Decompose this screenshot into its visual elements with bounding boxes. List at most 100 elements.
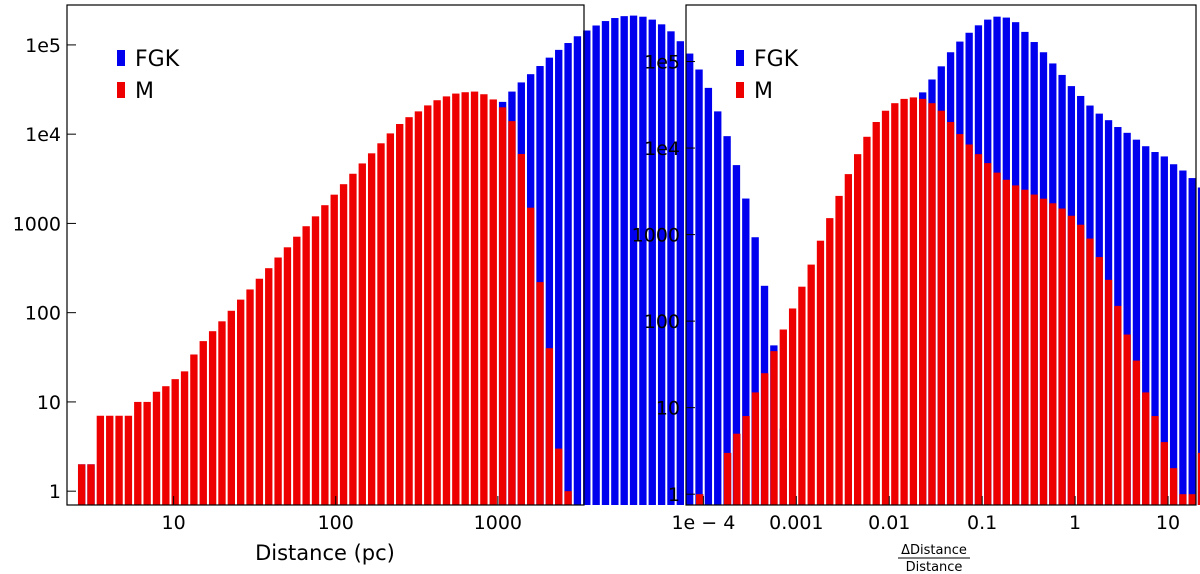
- distance-bar-m-33: [386, 133, 395, 505]
- distance-bar-m-19: [255, 278, 264, 505]
- distance-bar-fgk-57: [611, 18, 619, 505]
- x-tick-label: 0.01: [868, 512, 910, 534]
- relative-error-bar-m-52: [1179, 494, 1187, 505]
- distance-bar-m-44: [489, 99, 497, 506]
- relative-error-bar-m-15: [835, 195, 843, 505]
- legend-swatch-m: [117, 82, 125, 98]
- distance-bar-m-29: [349, 173, 357, 505]
- relative-error-bar-m-36: [1030, 194, 1038, 505]
- distance-bar-m-3: [106, 415, 114, 505]
- relative-error-bar-m-7: [761, 373, 769, 505]
- x-axis-title: Distance (pc): [255, 541, 395, 565]
- y-tick-label: 100: [25, 303, 61, 325]
- relative-error-bar-m-12: [807, 264, 815, 505]
- relative-error-bar-m-10: [788, 308, 797, 505]
- relative-error-bar-m-29: [965, 144, 973, 506]
- y-tick-label: 10: [656, 398, 680, 420]
- relative-error-bar-m-4: [733, 433, 741, 505]
- relative-error-bar-m-16: [844, 174, 852, 506]
- distance-histogram-ticks: 1 10 100 1000 1e4 1e5 10 100 1000: [13, 35, 522, 534]
- relative-error-bar-m-11: [798, 286, 806, 505]
- distance-bar-fgk-68: [714, 111, 722, 505]
- relative-error-histogram-ticks: 1 10 100 1000 1e4 1e5 1e − 4 0.001 0.01 0.1 1 10: [632, 52, 1180, 534]
- x-tick-label: 10: [162, 512, 186, 534]
- relative-error-bar-fgk-46: [1123, 132, 1131, 505]
- distance-bar-fgk-71: [742, 198, 750, 506]
- distance-bar-m-30: [358, 163, 366, 505]
- distance-bar-m-32: [377, 143, 385, 506]
- distance-bar-m-37: [424, 105, 432, 506]
- relative-error-bar-m-23: [909, 97, 918, 506]
- distance-bar-m-5: [124, 415, 133, 505]
- relative-error-bar-m-51: [1169, 468, 1178, 505]
- distance-bar-fgk-60: [639, 16, 647, 506]
- x-axis-title-numerator: ΔDistance: [901, 543, 967, 558]
- relative-error-bar-m-18: [863, 136, 871, 505]
- relative-error-bar-fgk-54: [1197, 187, 1200, 505]
- relative-error-bar-m-14: [826, 218, 834, 505]
- distance-bar-fgk-65: [686, 53, 694, 506]
- plot-frame: [685, 4, 1197, 506]
- distance-bar-m-36: [414, 111, 423, 505]
- legend-label-fgk: FGK: [135, 47, 180, 72]
- distance-bar-fgk-50: [545, 57, 554, 505]
- legend-swatch-fgk: [117, 50, 125, 66]
- relative-error-bar-m-44: [1104, 279, 1113, 505]
- distance-bar-fgk-63: [667, 31, 675, 505]
- distance-bar-m-11: [180, 371, 189, 505]
- y-tick-label: 1e5: [644, 52, 680, 74]
- distance-bar-m-18: [246, 289, 254, 505]
- distance-bar-m-49: [536, 282, 544, 505]
- x-tick-label: 0.1: [967, 512, 997, 534]
- distance-bar-fgk-52: [564, 43, 572, 506]
- distance-bar-m-39: [442, 96, 451, 505]
- distance-bar-m-52: [564, 491, 572, 505]
- relative-error-bar-m-53: [1188, 494, 1196, 505]
- distance-bar-m-12: [190, 354, 198, 505]
- distance-bar-m-14: [208, 331, 217, 505]
- x-axis-title: ΔDistance Distance: [898, 543, 970, 574]
- x-tick-label: 100: [318, 512, 354, 534]
- relative-error-bar-m-35: [1021, 189, 1029, 505]
- y-tick-label: 1e4: [644, 138, 680, 160]
- relative-error-bar-m-6: [751, 392, 760, 505]
- distance-bar-fgk-54: [583, 30, 591, 505]
- relative-error-bar-m-31: [984, 163, 992, 506]
- relative-error-bar-fgk-48: [1142, 146, 1150, 505]
- relative-error-bar-m-32: [993, 172, 1001, 505]
- relative-error-histogram-bars: [696, 16, 1200, 506]
- distance-bar-m-48: [526, 207, 535, 505]
- x-axis-title-denominator: Distance: [906, 560, 963, 574]
- relative-error-bar-m-45: [1114, 305, 1122, 505]
- relative-error-bar-m-17: [854, 154, 862, 505]
- distance-bar-m-34: [396, 123, 404, 506]
- distance-bar-m-20: [265, 268, 273, 505]
- relative-error-bar-m-3: [723, 452, 732, 505]
- distance-bar-m-9: [162, 386, 170, 505]
- distance-bar-m-6: [134, 401, 142, 505]
- distance-bar-fgk-72: [751, 237, 759, 506]
- relative-error-bar-m-0: [696, 494, 704, 505]
- legend-label-m: M: [754, 79, 773, 104]
- relative-error-bar-m-38: [1049, 203, 1057, 506]
- distance-bar-fgk-64: [676, 41, 684, 505]
- legend-swatch-fgk: [736, 50, 744, 66]
- distance-bar-m-26: [321, 205, 329, 505]
- relative-error-bar-m-21: [891, 103, 899, 505]
- distance-bar-m-25: [311, 216, 320, 505]
- x-tick-label: 1: [1069, 512, 1081, 534]
- y-tick-label: 100: [644, 311, 680, 333]
- y-tick-label: 1e5: [25, 35, 61, 57]
- distance-bar-fgk-66: [695, 69, 703, 506]
- distance-bar-fgk-53: [573, 36, 582, 505]
- distance-bar-fgk-62: [657, 24, 666, 506]
- relative-error-bar-m-46: [1123, 334, 1131, 505]
- distance-bar-m-21: [274, 257, 282, 505]
- plot-frame: [66, 4, 585, 506]
- relative-error-bar-m-39: [1058, 208, 1066, 506]
- distance-bar-m-43: [480, 94, 488, 505]
- relative-error-bar-m-54: [1197, 452, 1200, 505]
- relative-error-bar-fgk-52: [1179, 170, 1187, 505]
- relative-error-bar-m-28: [956, 134, 964, 505]
- distance-bar-m-17: [237, 299, 245, 505]
